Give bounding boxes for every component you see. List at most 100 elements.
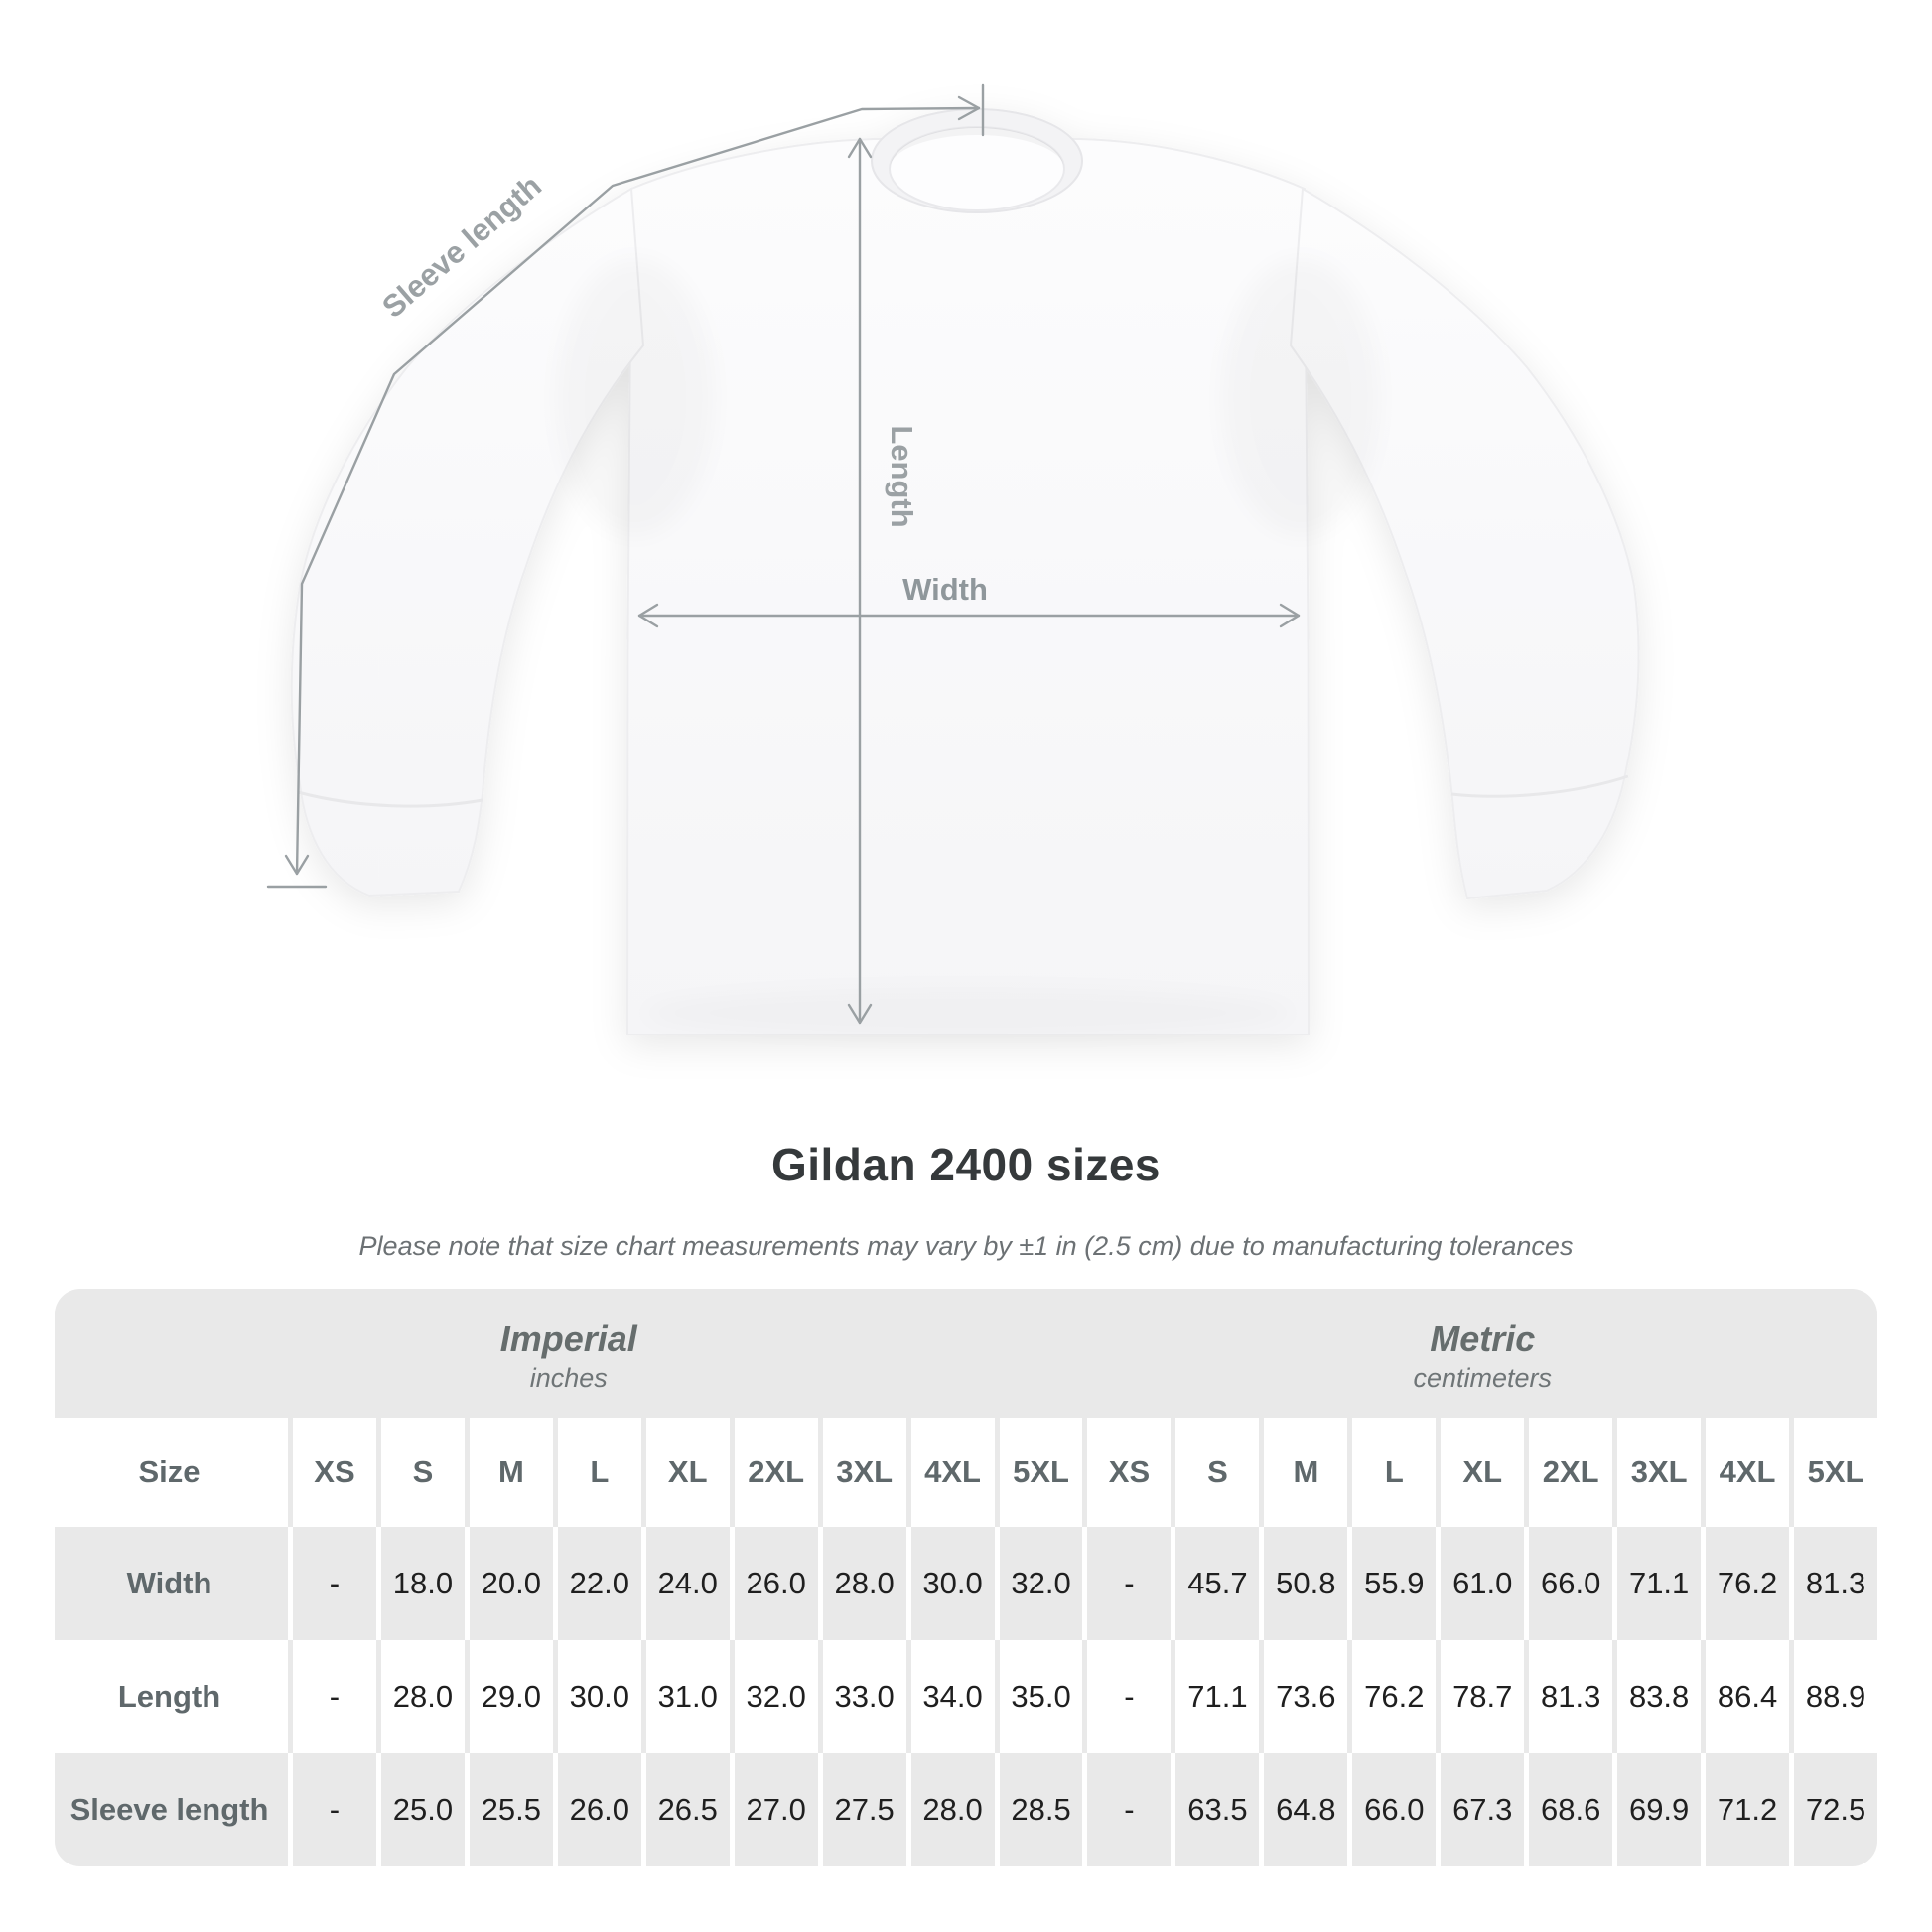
size-header-imperial-s: S [380, 1418, 465, 1527]
value-cell: 81.3 [1529, 1640, 1613, 1753]
width-arrow-right-icon [1279, 603, 1301, 628]
value-cell: - [293, 1527, 376, 1640]
size-header-imperial-l: L [557, 1418, 641, 1527]
size-header-imperial-4xl: 4XL [910, 1418, 995, 1527]
length-arrow-up-icon [847, 137, 873, 159]
value-cell: 50.8 [1264, 1527, 1348, 1640]
unit-group-header-row: Imperial inches Metric centimeters [55, 1289, 1877, 1418]
metric-unit-label: centimeters [1413, 1362, 1553, 1393]
value-cell: 86.4 [1706, 1640, 1790, 1753]
row-label: Width [55, 1527, 288, 1640]
size-header-metric-4xl: 4XL [1706, 1418, 1790, 1527]
tolerance-note: Please note that size chart measurements… [358, 1231, 1574, 1261]
value-cell: 20.0 [469, 1527, 553, 1640]
size-column-header: Size [55, 1418, 288, 1527]
shirt-body [625, 138, 1311, 1035]
size-header-imperial-5xl: 5XL [999, 1418, 1083, 1527]
value-cell: 55.9 [1352, 1527, 1437, 1640]
value-cell: 32.0 [734, 1640, 818, 1753]
value-cell: 28.0 [822, 1527, 906, 1640]
value-cell: 78.7 [1441, 1640, 1525, 1753]
size-header-metric-5xl: 5XL [1794, 1418, 1877, 1527]
table-row: Sleeve length -25.0 25.5 26.0 26.5 27.0 27.5 28… [55, 1753, 1877, 1866]
value-cell: 76.2 [1352, 1640, 1437, 1753]
imperial-group-header: Imperial inches [55, 1289, 1083, 1418]
table-row: Width -18.0 20.0 22.0 24.0 26.0 28.0 30.0 32.0-4… [55, 1527, 1877, 1640]
value-cell: 67.3 [1441, 1753, 1525, 1866]
value-cell: 73.6 [1264, 1640, 1348, 1753]
value-cell: 71.2 [1706, 1753, 1790, 1866]
row-label: Sleeve length [55, 1753, 288, 1866]
value-cell: 29.0 [469, 1640, 553, 1753]
value-cell: 25.5 [469, 1753, 553, 1866]
width-label: Width [902, 572, 988, 607]
metric-group-header: Metric centimeters [1088, 1289, 1878, 1418]
row-label: Length [55, 1640, 288, 1753]
value-cell: 83.8 [1617, 1640, 1702, 1753]
right-cuff-seam [1450, 774, 1629, 798]
sleeve-length-arrow-right-icon [957, 95, 981, 121]
value-cell: 32.0 [999, 1527, 1083, 1640]
value-cell: 22.0 [557, 1527, 641, 1640]
value-cell: 26.0 [734, 1527, 818, 1640]
value-cell: 61.0 [1441, 1527, 1525, 1640]
length-arrow-down-icon [847, 1003, 873, 1025]
value-cell: 63.5 [1175, 1753, 1260, 1866]
value-cell: - [1087, 1753, 1172, 1866]
value-cell: 34.0 [910, 1640, 995, 1753]
left-cuff-seam [297, 790, 483, 808]
value-cell: 64.8 [1264, 1753, 1348, 1866]
size-header-metric-m: M [1264, 1418, 1348, 1527]
shirt-right-sleeve [1289, 187, 1640, 900]
size-header-metric-2xl: 2XL [1529, 1418, 1613, 1527]
value-cell: 71.1 [1617, 1527, 1702, 1640]
value-cell: 33.0 [822, 1640, 906, 1753]
sleeve-length-arrow-down-icon [284, 854, 310, 876]
size-header-metric-l: L [1352, 1418, 1437, 1527]
table-row: Length -28.0 29.0 30.0 31.0 32.0 33.0 34.0 35.0-… [55, 1640, 1877, 1753]
value-cell: 68.6 [1529, 1753, 1613, 1866]
value-cell: 72.5 [1794, 1753, 1877, 1866]
collar-shadow [890, 127, 1064, 169]
size-header-metric-xs: XS [1087, 1418, 1172, 1527]
value-cell: 76.2 [1706, 1527, 1790, 1640]
shirt-left-sleeve [290, 187, 645, 897]
value-cell: 27.0 [734, 1753, 818, 1866]
value-cell: 26.0 [557, 1753, 641, 1866]
value-cell: 26.5 [645, 1753, 730, 1866]
value-cell: - [1087, 1527, 1172, 1640]
value-cell: 31.0 [645, 1640, 730, 1753]
value-cell: 28.0 [380, 1640, 465, 1753]
sleeve-length-line [295, 106, 981, 876]
size-header-metric-s: S [1175, 1418, 1260, 1527]
value-cell: 69.9 [1617, 1753, 1702, 1866]
metric-label: Metric [1430, 1317, 1536, 1359]
value-cell: - [293, 1640, 376, 1753]
value-cell: 88.9 [1794, 1640, 1877, 1753]
imperial-unit-label: inches [529, 1362, 608, 1393]
size-header-imperial-xs: XS [293, 1418, 376, 1527]
value-cell: 30.0 [910, 1527, 995, 1640]
value-cell: 30.0 [557, 1640, 641, 1753]
value-cell: 28.0 [910, 1753, 995, 1866]
size-header-row: Size XS S M L XL 2XL 3XL 4XL 5XL XS S M L XL 2XL 3XL 4XL 5… [55, 1418, 1877, 1527]
page-title: Gildan 2400 sizes [770, 1139, 1162, 1190]
value-cell: 24.0 [645, 1527, 730, 1640]
value-cell: - [293, 1753, 376, 1866]
shirt-shape [290, 108, 1640, 1035]
value-cell: 28.5 [999, 1753, 1083, 1866]
value-cell: - [1087, 1640, 1172, 1753]
width-arrow-left-icon [637, 603, 659, 628]
size-header-metric-3xl: 3XL [1617, 1418, 1702, 1527]
value-cell: 25.0 [380, 1753, 465, 1866]
value-cell: 71.1 [1175, 1640, 1260, 1753]
value-cell: 66.0 [1352, 1753, 1437, 1866]
size-table-body: Width -18.0 20.0 22.0 24.0 26.0 28.0 30.0 32.0-4… [55, 1527, 1877, 1866]
value-cell: 45.7 [1175, 1527, 1260, 1640]
size-table: Imperial inches Metric centimeters Size X… [55, 1289, 1877, 1866]
size-header-metric-xl: XL [1441, 1418, 1525, 1527]
value-cell: 27.5 [822, 1753, 906, 1866]
imperial-label: Imperial [499, 1317, 637, 1359]
long-sleeve-shirt-illustration: Sleeve length Length Width [266, 83, 1640, 1035]
